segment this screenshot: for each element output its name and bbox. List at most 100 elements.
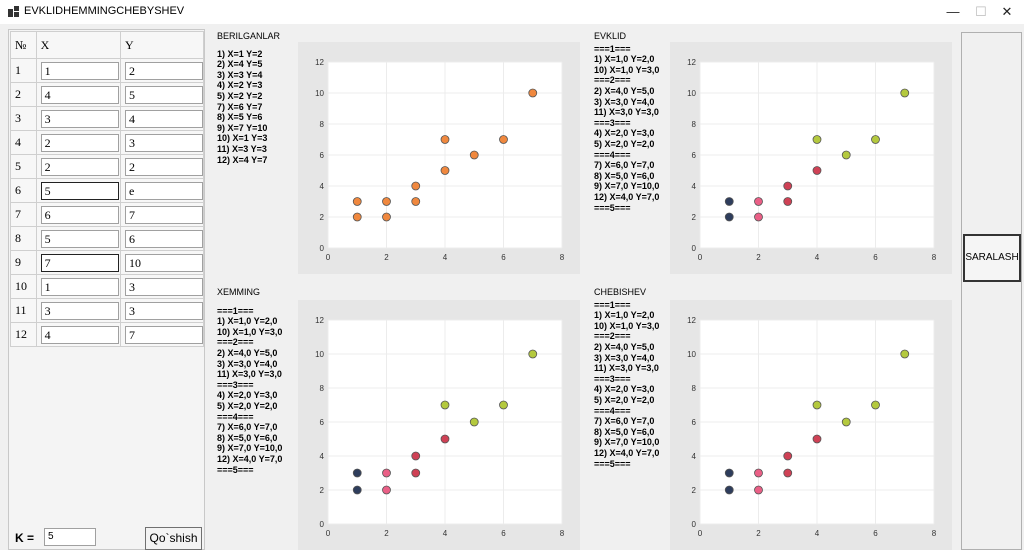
y-tick-label: 0 [320, 244, 325, 253]
row-number: 8 [10, 226, 37, 251]
cell-x: 7 [35, 250, 121, 275]
data-point [352, 468, 362, 478]
data-point [352, 485, 362, 495]
window-title: EVKLIDHEMMINGCHEBYSHEV [24, 5, 185, 17]
euclid-list: EVKLID ===1=== 1) X=1,0 Y=2,0 10) X=1,0 Y=… [594, 31, 659, 213]
x-value-input[interactable]: 3 [40, 109, 119, 128]
list-line: ===2=== [594, 75, 631, 86]
y-value-input[interactable]: 10 [124, 253, 203, 272]
y-tick-label: 10 [315, 89, 324, 98]
data-point [724, 468, 734, 478]
x-value-input[interactable]: 5 [40, 181, 119, 200]
y-value-input[interactable]: 7 [124, 205, 203, 224]
list-line: 2) X=4,0 Y=5,0 [594, 341, 655, 352]
y-value-input[interactable]: 3 [124, 277, 203, 296]
chebyshev-chart: 0 2 4 6 8 0 2 4 6 8 10 12 [670, 300, 952, 550]
x-value-input[interactable]: 2 [40, 157, 119, 176]
y-tick-label: 4 [320, 182, 325, 191]
x-value-input[interactable]: 6 [40, 205, 119, 224]
data-point [900, 349, 910, 359]
x-tick-label: 8 [932, 529, 937, 538]
y-tick-label: 0 [692, 520, 697, 529]
data-point [871, 135, 880, 144]
y-value-input[interactable]: e [124, 181, 203, 200]
maximize-button[interactable]: ☐ [975, 4, 987, 19]
x-value-input[interactable]: 3 [40, 301, 119, 320]
data-point [754, 468, 763, 478]
close-button[interactable]: ✕ [1001, 4, 1013, 19]
x-value-input[interactable]: 2 [40, 133, 119, 152]
data-point [352, 197, 362, 206]
x-value-input[interactable]: 5 [40, 229, 119, 248]
x-tick-label: 2 [384, 529, 389, 538]
data-point [411, 468, 421, 478]
data-point [812, 400, 822, 410]
list-line: 3) X=3 Y=4 [217, 69, 263, 80]
data-point [382, 197, 391, 206]
x-tick-label: 8 [560, 529, 565, 538]
k-input[interactable]: 5 [44, 528, 96, 546]
cell-x: 4 [35, 82, 121, 107]
data-point [499, 400, 508, 410]
list-line: 10) X=1,0 Y=3,0 [217, 326, 283, 337]
cell-y: 3 [119, 274, 205, 299]
x-value-input[interactable]: 1 [40, 61, 119, 80]
row-number: 4 [10, 130, 37, 155]
list-line: 1) X=1,0 Y=2,0 [594, 310, 655, 321]
list-line: 10) X=1,0 Y=3,0 [594, 64, 660, 75]
x-tick-label: 0 [698, 529, 703, 538]
data-point [440, 434, 450, 444]
data-point [812, 135, 822, 144]
y-value-input[interactable]: 7 [124, 325, 203, 344]
grid-header-y: Y [119, 31, 205, 59]
y-value-input[interactable]: 5 [124, 85, 203, 104]
x-value-input[interactable]: 7 [40, 253, 119, 272]
x-value-input[interactable]: 1 [40, 277, 119, 296]
k-label: K = [15, 531, 35, 545]
data-point [469, 150, 479, 160]
list-line: 11) X=3,0 Y=3,0 [594, 363, 659, 374]
cell-y: 5 [119, 82, 205, 107]
list-line: ===5=== [217, 464, 254, 475]
chart-svg: 0 2 4 6 8 0 2 4 6 8 10 12 [315, 316, 565, 538]
list-line: 12) X=4,0 Y=7,0 [594, 191, 660, 202]
x-value-input[interactable]: 4 [40, 325, 119, 344]
x-tick-label: 8 [932, 253, 937, 262]
list-line: 1) X=1,0 Y=2,0 [594, 54, 655, 65]
y-value-input[interactable]: 3 [124, 301, 203, 320]
list-line: ===4=== [594, 149, 631, 160]
x-value-input[interactable]: 4 [40, 85, 119, 104]
y-tick-label: 4 [692, 182, 697, 191]
y-value-input[interactable]: 2 [124, 61, 203, 80]
data-point [754, 212, 763, 222]
y-value-input[interactable]: 4 [124, 109, 203, 128]
list-line: ===4=== [594, 405, 631, 416]
cell-x: 5 [35, 178, 121, 203]
table-row: 10 1 3 [10, 274, 205, 299]
grid-header-row: № X Y [10, 31, 205, 59]
list-line: 8) X=5,0 Y=6,0 [594, 426, 655, 437]
y-value-input[interactable]: 2 [124, 157, 203, 176]
y-value-input[interactable]: 3 [124, 133, 203, 152]
list-line: 9) X=7,0 Y=10,0 [594, 437, 660, 448]
list-line: 1) X=1,0 Y=2,0 [217, 316, 278, 327]
list-line: 10) X=1 Y=3 [217, 133, 268, 144]
cell-y: 2 [119, 58, 205, 83]
data-point [528, 349, 538, 359]
list-line: 2) X=4,0 Y=5,0 [217, 347, 278, 358]
list-line: 8) X=5,0 Y=6,0 [594, 170, 655, 181]
data-point [754, 485, 763, 495]
x-tick-label: 2 [756, 529, 761, 538]
row-number: 10 [10, 274, 37, 299]
data-point [812, 166, 822, 175]
cell-x: 3 [35, 298, 121, 323]
sort-button[interactable]: SARALASH [963, 234, 1021, 282]
add-button[interactable]: Qo`shish [145, 527, 202, 550]
y-tick-label: 12 [315, 58, 324, 67]
data-point [440, 135, 450, 144]
minimize-button[interactable]: — [946, 4, 960, 19]
x-tick-label: 8 [560, 253, 565, 262]
y-value-input[interactable]: 6 [124, 229, 203, 248]
list-line: 9) X=7,0 Y=10,0 [217, 443, 283, 454]
